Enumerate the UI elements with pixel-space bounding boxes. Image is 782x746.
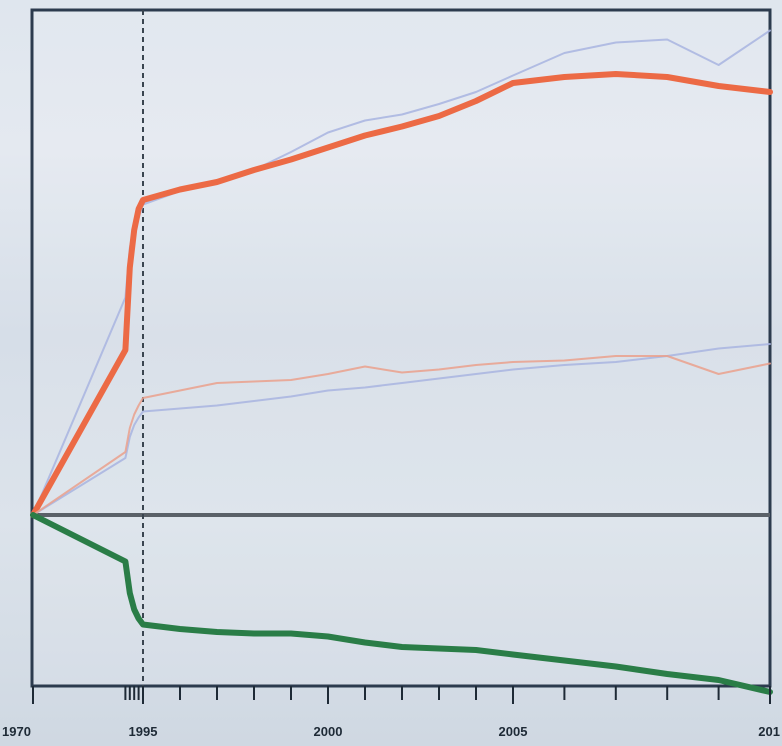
x-axis: 1970 1995 2000 2005 201 <box>2 686 780 739</box>
x-tick-label: 2000 <box>314 724 343 739</box>
series-line-4 <box>32 355 771 516</box>
chart-marks <box>30 10 773 695</box>
series-line-2 <box>30 71 773 518</box>
series-line-3 <box>32 343 771 516</box>
x-tick-label: 1970 <box>2 724 31 739</box>
x-tick-label: 2005 <box>499 724 528 739</box>
series-line-5 <box>30 512 773 695</box>
plot-frame <box>30 8 772 688</box>
x-tick-label: 1995 <box>129 724 158 739</box>
x-tick-label: 201 <box>758 724 780 739</box>
